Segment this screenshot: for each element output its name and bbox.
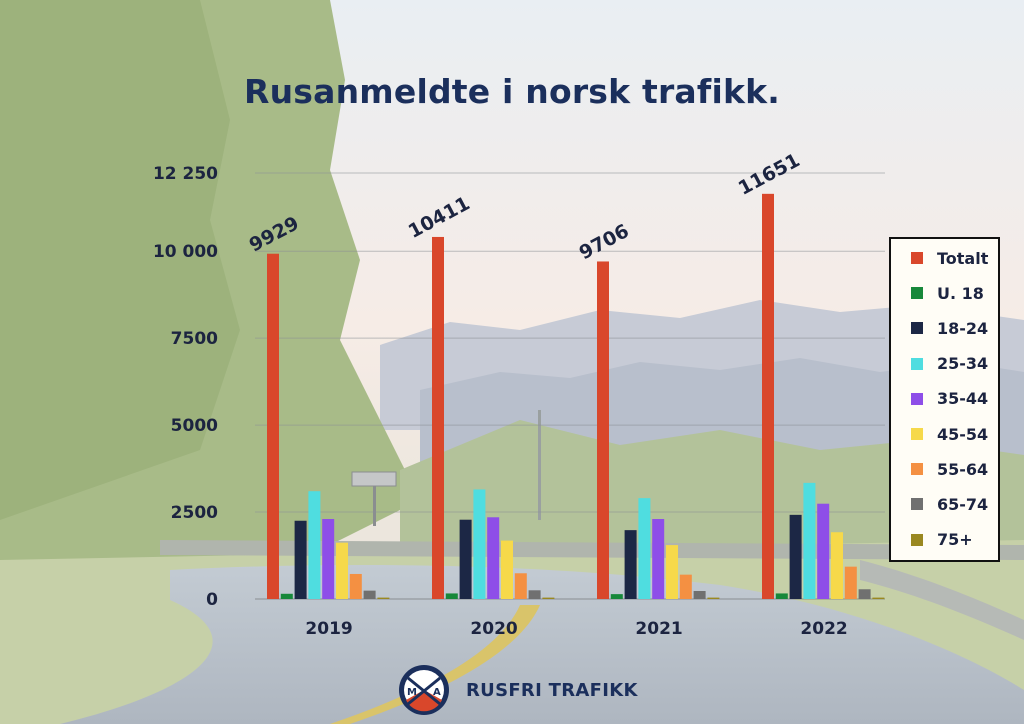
bar-u-18-2019 [280,593,293,599]
legend-item: Totalt [911,247,988,269]
legend-swatch [911,357,923,370]
legend-swatch [911,287,923,300]
bar-75--2022 [872,597,885,599]
legend-swatch [911,392,923,405]
legend-swatch [911,252,923,264]
bar-65-74-2019 [363,590,376,599]
data-label: 10411 [405,192,474,242]
bar-u-18-2021 [610,594,623,599]
data-label: 9929 [246,212,303,256]
y-tick-label: 2500 [171,503,218,523]
legend-label: U. 18 [937,283,984,303]
bar-55-64-2022 [844,566,857,599]
bar-55-64-2019 [349,573,362,599]
bar-55-64-2020 [514,573,527,599]
bar-18-24-2021 [624,530,637,599]
bar-35-44-2022 [817,503,830,599]
bar-18-24-2019 [294,520,307,599]
x-tick-label: 2021 [635,619,682,639]
legend-swatch [911,428,923,440]
bar-35-44-2019 [322,519,335,599]
bar-55-64-2021 [679,574,692,599]
legend-label: 45-54 [937,424,989,444]
brand-footer: M A RUSFRI TRAFIKK [398,662,638,718]
bar-u-18-2020 [445,593,458,599]
bar-25-34-2020 [473,489,486,599]
legend-item: U. 18 [911,282,984,304]
legend-swatch [911,498,923,511]
legend-item: 18-24 [911,317,988,339]
legend-item: 45-54 [911,423,988,445]
legend-label: 55-64 [937,459,989,479]
data-label: 9706 [576,220,633,264]
bar-35-44-2020 [487,517,500,599]
bar-25-34-2022 [803,482,816,599]
bar-45-54-2022 [831,532,843,599]
y-tick-label: 5000 [171,416,218,436]
bar-65-74-2021 [693,591,706,599]
bar-25-34-2019 [308,491,321,599]
bar-totalt-2021 [597,261,609,599]
legend: Totalt U. 18 18-24 25-34 35-44 45-54 55-64 65-7… [889,237,1000,562]
bar-75--2019 [377,597,390,599]
legend-label: 65-74 [937,494,989,514]
bar-65-74-2020 [528,590,541,599]
legend-item: 55-64 [911,458,988,480]
legend-label: 35-44 [937,389,989,409]
legend-item: 25-34 [911,353,988,375]
y-tick-label: 10 000 [153,242,218,262]
x-tick-label: 2022 [800,619,847,639]
legend-item: 35-44 [911,388,988,410]
y-tick-label: 0 [206,590,218,610]
rusfri-logo-icon: M A [399,665,449,715]
y-tick-label: 7500 [171,329,218,349]
brand-name: RUSFRI TRAFIKK [466,679,638,701]
bar-18-24-2022 [789,514,802,599]
bar-75--2020 [542,597,555,599]
data-label: 11651 [735,149,804,199]
legend-label: 18-24 [937,318,989,338]
y-tick-label: 12 250 [153,164,218,184]
bar-35-44-2021 [652,519,665,599]
chart-title: Rusanmeldte i norsk trafikk. [244,72,780,111]
bar-totalt-2022 [762,193,774,599]
bar-totalt-2019 [267,253,279,599]
legend-label: Totalt [937,248,989,268]
legend-item: 65-74 [911,493,988,515]
bar-25-34-2021 [638,498,651,599]
legend-swatch [911,533,923,546]
bar-totalt-2020 [432,236,444,600]
legend-label: 25-34 [937,354,989,374]
bar-45-54-2019 [336,542,348,599]
logo-letter-m: M [407,687,417,698]
bar-75--2021 [707,597,720,599]
bar-65-74-2022 [858,589,871,599]
bar-18-24-2020 [459,519,472,599]
legend-swatch [911,322,923,335]
bar-u-18-2022 [775,593,788,599]
legend-swatch [911,463,923,476]
data-labels: 9929 10411 9706 11651 [246,149,804,264]
legend-item: 75+ [911,529,973,551]
bars [267,193,885,600]
logo-letter-a: A [433,687,441,698]
x-axis: 2019 2020 2021 2022 [305,619,847,639]
y-axis: 0 2500 5000 7500 10 000 12 250 [153,164,218,610]
bar-45-54-2020 [501,540,513,599]
legend-label: 75+ [937,530,973,550]
bar-45-54-2021 [666,545,678,599]
x-tick-label: 2019 [305,619,352,639]
x-tick-label: 2020 [470,619,517,639]
